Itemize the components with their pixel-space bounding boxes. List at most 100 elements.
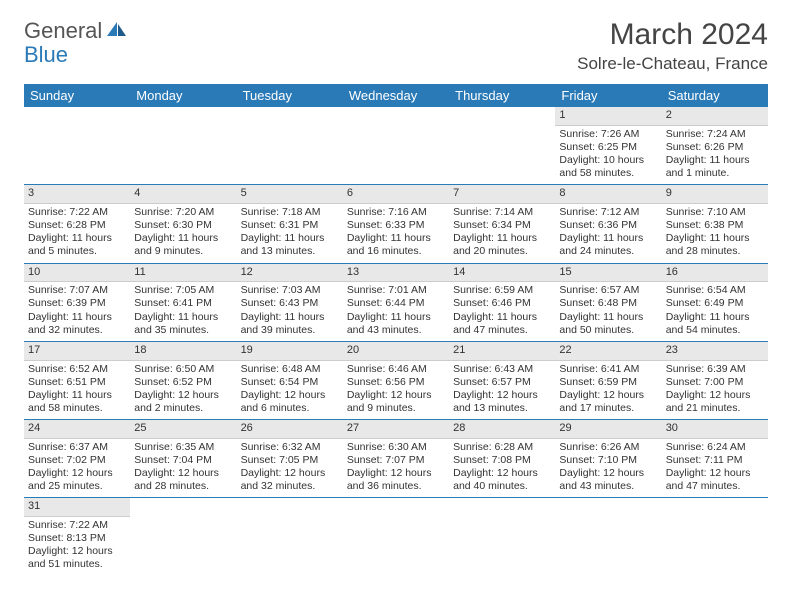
day-number: 31	[24, 498, 130, 517]
sunrise-text: Sunrise: 7:10 AM	[666, 206, 764, 219]
daylight-text: Daylight: 11 hours and 32 minutes.	[28, 311, 126, 337]
day-number: 7	[449, 185, 555, 204]
calendar-cell: 11Sunrise: 7:05 AMSunset: 6:41 PMDayligh…	[130, 263, 236, 341]
calendar-cell: ..	[662, 498, 768, 576]
day-number: 22	[555, 342, 661, 361]
sunset-text: Sunset: 6:33 PM	[347, 219, 445, 232]
calendar-cell: 8Sunrise: 7:12 AMSunset: 6:36 PMDaylight…	[555, 185, 661, 263]
sunrise-text: Sunrise: 7:03 AM	[241, 284, 339, 297]
sunrise-text: Sunrise: 7:07 AM	[28, 284, 126, 297]
daylight-text: Daylight: 12 hours and 51 minutes.	[28, 545, 126, 571]
calendar-table: Sunday Monday Tuesday Wednesday Thursday…	[24, 84, 768, 576]
day-number: 11	[130, 264, 236, 283]
day-body: Sunrise: 7:22 AMSunset: 6:28 PMDaylight:…	[24, 204, 130, 263]
calendar-cell: 7Sunrise: 7:14 AMSunset: 6:34 PMDaylight…	[449, 185, 555, 263]
sunrise-text: Sunrise: 6:28 AM	[453, 441, 551, 454]
calendar-cell: 29Sunrise: 6:26 AMSunset: 7:10 PMDayligh…	[555, 420, 661, 498]
calendar-body: ..........1Sunrise: 7:26 AMSunset: 6:25 …	[24, 107, 768, 576]
daylight-text: Daylight: 11 hours and 58 minutes.	[28, 389, 126, 415]
day-number: 10	[24, 264, 130, 283]
calendar-cell: 17Sunrise: 6:52 AMSunset: 6:51 PMDayligh…	[24, 341, 130, 419]
daylight-text: Daylight: 11 hours and 47 minutes.	[453, 311, 551, 337]
calendar-row: 17Sunrise: 6:52 AMSunset: 6:51 PMDayligh…	[24, 341, 768, 419]
sunset-text: Sunset: 6:57 PM	[453, 376, 551, 389]
day-body: Sunrise: 6:57 AMSunset: 6:48 PMDaylight:…	[555, 282, 661, 341]
daylight-text: Daylight: 12 hours and 25 minutes.	[28, 467, 126, 493]
calendar-cell: ..	[130, 498, 236, 576]
calendar-row: ..........1Sunrise: 7:26 AMSunset: 6:25 …	[24, 107, 768, 185]
sunset-text: Sunset: 6:31 PM	[241, 219, 339, 232]
daylight-text: Daylight: 12 hours and 28 minutes.	[134, 467, 232, 493]
sunrise-text: Sunrise: 7:12 AM	[559, 206, 657, 219]
day-header: Wednesday	[343, 84, 449, 107]
day-body: Sunrise: 6:50 AMSunset: 6:52 PMDaylight:…	[130, 361, 236, 420]
calendar-cell: ..	[449, 107, 555, 185]
sunset-text: Sunset: 6:30 PM	[134, 219, 232, 232]
daylight-text: Daylight: 11 hours and 54 minutes.	[666, 311, 764, 337]
day-body: Sunrise: 7:24 AMSunset: 6:26 PMDaylight:…	[662, 126, 768, 185]
calendar-cell: 12Sunrise: 7:03 AMSunset: 6:43 PMDayligh…	[237, 263, 343, 341]
day-header: Tuesday	[237, 84, 343, 107]
calendar-cell: 14Sunrise: 6:59 AMSunset: 6:46 PMDayligh…	[449, 263, 555, 341]
calendar-cell: 27Sunrise: 6:30 AMSunset: 7:07 PMDayligh…	[343, 420, 449, 498]
calendar-cell: 5Sunrise: 7:18 AMSunset: 6:31 PMDaylight…	[237, 185, 343, 263]
calendar-cell: 26Sunrise: 6:32 AMSunset: 7:05 PMDayligh…	[237, 420, 343, 498]
daylight-text: Daylight: 11 hours and 24 minutes.	[559, 232, 657, 258]
sunset-text: Sunset: 6:48 PM	[559, 297, 657, 310]
day-number: 18	[130, 342, 236, 361]
sunrise-text: Sunrise: 7:14 AM	[453, 206, 551, 219]
day-body: Sunrise: 6:41 AMSunset: 6:59 PMDaylight:…	[555, 361, 661, 420]
sunset-text: Sunset: 7:04 PM	[134, 454, 232, 467]
sunrise-text: Sunrise: 6:59 AM	[453, 284, 551, 297]
calendar-cell: 21Sunrise: 6:43 AMSunset: 6:57 PMDayligh…	[449, 341, 555, 419]
day-body: Sunrise: 6:35 AMSunset: 7:04 PMDaylight:…	[130, 439, 236, 498]
daylight-text: Daylight: 11 hours and 13 minutes.	[241, 232, 339, 258]
calendar-cell: 15Sunrise: 6:57 AMSunset: 6:48 PMDayligh…	[555, 263, 661, 341]
sunrise-text: Sunrise: 6:52 AM	[28, 363, 126, 376]
sunset-text: Sunset: 6:49 PM	[666, 297, 764, 310]
calendar-cell: 9Sunrise: 7:10 AMSunset: 6:38 PMDaylight…	[662, 185, 768, 263]
sunset-text: Sunset: 6:46 PM	[453, 297, 551, 310]
day-number: 30	[662, 420, 768, 439]
day-number: 25	[130, 420, 236, 439]
daylight-text: Daylight: 11 hours and 43 minutes.	[347, 311, 445, 337]
day-body: Sunrise: 7:20 AMSunset: 6:30 PMDaylight:…	[130, 204, 236, 263]
sunrise-text: Sunrise: 7:16 AM	[347, 206, 445, 219]
daylight-text: Daylight: 11 hours and 16 minutes.	[347, 232, 445, 258]
day-body: Sunrise: 6:28 AMSunset: 7:08 PMDaylight:…	[449, 439, 555, 498]
calendar-cell: ..	[237, 107, 343, 185]
sunrise-text: Sunrise: 6:57 AM	[559, 284, 657, 297]
sunset-text: Sunset: 6:56 PM	[347, 376, 445, 389]
calendar-cell: 23Sunrise: 6:39 AMSunset: 7:00 PMDayligh…	[662, 341, 768, 419]
daylight-text: Daylight: 10 hours and 58 minutes.	[559, 154, 657, 180]
calendar-cell: 10Sunrise: 7:07 AMSunset: 6:39 PMDayligh…	[24, 263, 130, 341]
sunset-text: Sunset: 6:41 PM	[134, 297, 232, 310]
calendar-row: 31Sunrise: 7:22 AMSunset: 8:13 PMDayligh…	[24, 498, 768, 576]
calendar-cell: 22Sunrise: 6:41 AMSunset: 6:59 PMDayligh…	[555, 341, 661, 419]
sunrise-text: Sunrise: 6:43 AM	[453, 363, 551, 376]
day-body: Sunrise: 7:10 AMSunset: 6:38 PMDaylight:…	[662, 204, 768, 263]
day-number: 3	[24, 185, 130, 204]
day-number: 24	[24, 420, 130, 439]
logo: General	[24, 18, 130, 44]
logo-text-blue: Blue	[24, 42, 68, 67]
day-body: Sunrise: 7:16 AMSunset: 6:33 PMDaylight:…	[343, 204, 449, 263]
day-body: Sunrise: 6:43 AMSunset: 6:57 PMDaylight:…	[449, 361, 555, 420]
daylight-text: Daylight: 12 hours and 36 minutes.	[347, 467, 445, 493]
day-body: Sunrise: 6:26 AMSunset: 7:10 PMDaylight:…	[555, 439, 661, 498]
calendar-cell: 19Sunrise: 6:48 AMSunset: 6:54 PMDayligh…	[237, 341, 343, 419]
day-number: 2	[662, 107, 768, 126]
day-header: Monday	[130, 84, 236, 107]
title-block: March 2024 Solre-le-Chateau, France	[577, 18, 768, 74]
daylight-text: Daylight: 12 hours and 6 minutes.	[241, 389, 339, 415]
calendar-cell: 28Sunrise: 6:28 AMSunset: 7:08 PMDayligh…	[449, 420, 555, 498]
sunset-text: Sunset: 6:25 PM	[559, 141, 657, 154]
sunrise-text: Sunrise: 6:26 AM	[559, 441, 657, 454]
day-number: 12	[237, 264, 343, 283]
day-body: Sunrise: 6:54 AMSunset: 6:49 PMDaylight:…	[662, 282, 768, 341]
sunset-text: Sunset: 6:43 PM	[241, 297, 339, 310]
day-number: 14	[449, 264, 555, 283]
day-body: Sunrise: 6:24 AMSunset: 7:11 PMDaylight:…	[662, 439, 768, 498]
sunset-text: Sunset: 6:59 PM	[559, 376, 657, 389]
sunset-text: Sunset: 6:39 PM	[28, 297, 126, 310]
